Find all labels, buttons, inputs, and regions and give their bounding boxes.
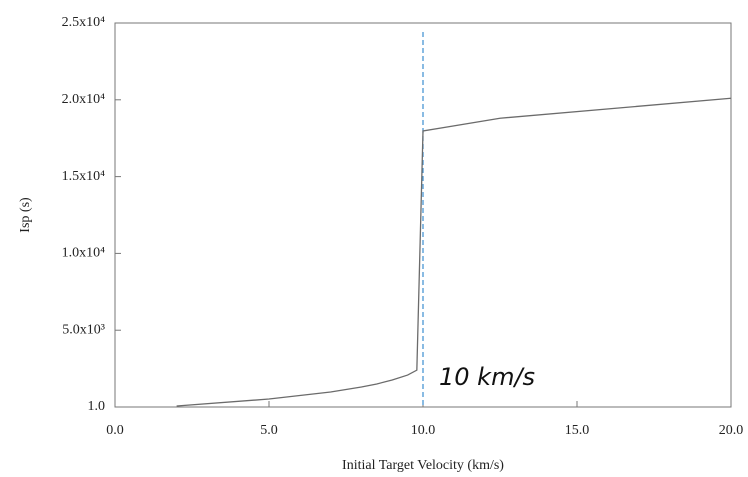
annotation: 10 km/s	[439, 363, 535, 391]
y-tick-label: 1.0x10⁴	[62, 246, 106, 261]
x-tick-label: 0.0	[106, 423, 124, 438]
x-tick-label: 10.0	[411, 423, 436, 438]
data-line	[176, 97, 732, 407]
y-tick-label: 1.5x10⁴	[62, 169, 106, 184]
y-tick-label: 5.0x10³	[62, 322, 105, 337]
y-tick-label: 2.0x10⁴	[62, 92, 106, 107]
x-tick-label: 15.0	[565, 423, 590, 438]
x-tick-label: 20.0	[719, 423, 744, 438]
x-tick-label: 5.0	[260, 423, 278, 438]
y-axis-label: Isp (s)	[18, 197, 33, 233]
y-tick-label: 1.0	[88, 399, 106, 414]
y-tick-label: 2.5x10⁴	[62, 15, 106, 30]
x-axis-label: Initial Target Velocity (km/s)	[342, 458, 504, 473]
